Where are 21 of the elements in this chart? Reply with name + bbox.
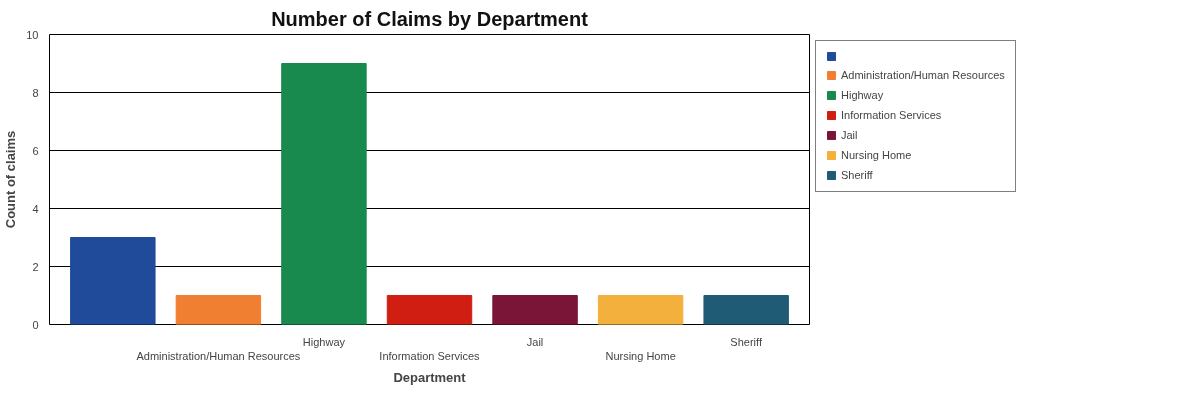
legend-label: Highway xyxy=(841,89,885,101)
legend-label: Sheriff xyxy=(841,169,874,181)
y-axis-title: Count of claims xyxy=(3,130,19,229)
x-tick-label: Administration/Human Resources xyxy=(136,349,301,362)
y-tick-label: 10 xyxy=(26,28,39,41)
x-tick-label: Jail xyxy=(526,335,544,348)
x-tick-label: Highway xyxy=(302,335,346,348)
y-tick-label: 0 xyxy=(32,318,39,331)
chart-title: Number of Claims by Department xyxy=(271,7,589,30)
legend-label: Nursing Home xyxy=(841,149,913,161)
x-tick-label: Information Services xyxy=(379,349,481,362)
y-tick-label: 6 xyxy=(32,144,39,157)
legend-label: Information Services xyxy=(841,109,942,121)
y-tick-label: 4 xyxy=(32,202,39,215)
x-axis-title: Department xyxy=(393,369,467,385)
legend-label: Jail xyxy=(841,129,859,141)
x-tick-label: Nursing Home xyxy=(605,349,676,362)
x-tick-label: Sheriff xyxy=(730,335,763,348)
y-tick-label: 8 xyxy=(32,86,39,99)
y-tick-label: 2 xyxy=(32,260,39,273)
legend-label: Administration/Human Resources xyxy=(841,69,1005,81)
